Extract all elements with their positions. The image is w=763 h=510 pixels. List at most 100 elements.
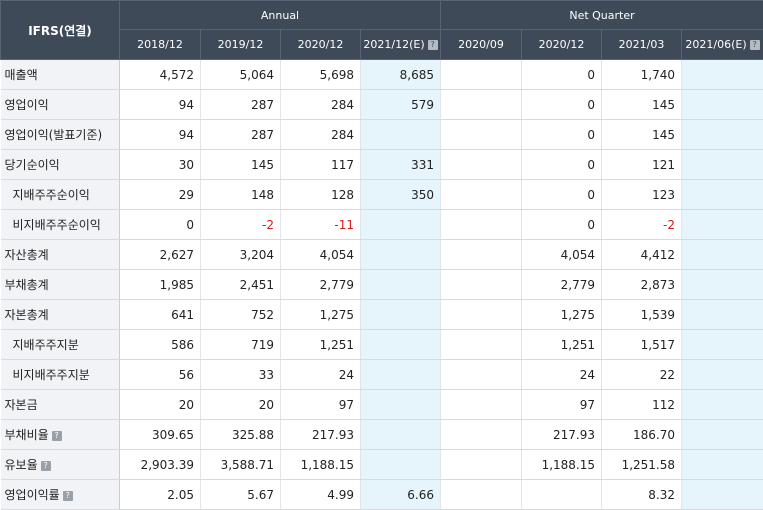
table-cell: 29 (120, 180, 201, 210)
table-cell: 121 (602, 150, 682, 180)
question-mark-icon[interactable]: ? (428, 40, 438, 50)
table-cell: 2,627 (120, 240, 201, 270)
question-mark-icon[interactable]: ? (52, 431, 62, 441)
table-cell (361, 210, 441, 240)
table-cell (682, 360, 763, 390)
column-header-2: 2020/12 (281, 30, 361, 60)
column-header-3: 2021/12(E)? (361, 30, 441, 60)
table-cell: 325.88 (201, 420, 281, 450)
table-cell: 2,779 (281, 270, 361, 300)
table-cell: -11 (281, 210, 361, 240)
column-header-6: 2021/03 (602, 30, 682, 60)
question-mark-icon[interactable]: ? (750, 40, 760, 50)
table-cell: 350 (361, 180, 441, 210)
table-cell (441, 450, 522, 480)
table-cell: 5,698 (281, 60, 361, 90)
table-cell: 0 (120, 210, 201, 240)
column-header-label: 2020/09 (458, 38, 504, 51)
table-cell (682, 240, 763, 270)
table-cell: 117 (281, 150, 361, 180)
table-cell (682, 210, 763, 240)
row-label-text: 자본총계 (5, 308, 49, 322)
column-header-label: 2019/12 (218, 38, 264, 51)
table-cell: 0 (522, 60, 602, 90)
row-label-text: 유보율 (5, 458, 38, 472)
row-label: 영업이익률? (1, 480, 120, 510)
table-cell: 4,054 (281, 240, 361, 270)
table-cell (682, 60, 763, 90)
column-header-label: 2020/12 (539, 38, 585, 51)
table-cell (682, 90, 763, 120)
table-cell (441, 90, 522, 120)
table-cell (682, 450, 763, 480)
row-label-text: 영업이익률 (5, 488, 60, 502)
table-cell: 0 (522, 90, 602, 120)
table-cell (441, 360, 522, 390)
column-header-label: 2020/12 (298, 38, 344, 51)
row-label: 매출액 (1, 60, 120, 90)
table-cell (522, 480, 602, 510)
table-cell: 22 (602, 360, 682, 390)
table-cell (361, 300, 441, 330)
table-cell: 186.70 (602, 420, 682, 450)
table-cell: 287 (201, 90, 281, 120)
table-cell: 579 (361, 90, 441, 120)
table-cell (682, 330, 763, 360)
table-cell (441, 120, 522, 150)
table-cell (441, 150, 522, 180)
table-cell: 30 (120, 150, 201, 180)
table-cell: 1,517 (602, 330, 682, 360)
column-header-label: 2021/03 (619, 38, 665, 51)
question-mark-icon[interactable]: ? (41, 461, 51, 471)
quarter-header: Net Quarter (441, 1, 763, 30)
table-cell (361, 120, 441, 150)
table-cell (361, 240, 441, 270)
table-cell (682, 270, 763, 300)
table-cell: 8,685 (361, 60, 441, 90)
row-label: 자산총계 (1, 240, 120, 270)
row-label: 자본총계 (1, 300, 120, 330)
column-header-label: 2021/12(E) (363, 38, 424, 51)
table-cell: 97 (281, 390, 361, 420)
table-cell: 1,251 (522, 330, 602, 360)
table-cell: 217.93 (281, 420, 361, 450)
row-label: 비지배주주순이익 (1, 210, 120, 240)
table-cell: 5,064 (201, 60, 281, 90)
row-label: 지배주주지분 (1, 330, 120, 360)
row-label-text: 지배주주지분 (13, 338, 79, 352)
table-cell: 6.66 (361, 480, 441, 510)
column-header-1: 2019/12 (201, 30, 281, 60)
question-mark-icon[interactable]: ? (63, 491, 73, 501)
table-cell (361, 330, 441, 360)
table-cell: 217.93 (522, 420, 602, 450)
table-cell: 3,588.71 (201, 450, 281, 480)
table-cell: 3,204 (201, 240, 281, 270)
table-cell (682, 480, 763, 510)
table-cell (441, 240, 522, 270)
row-label: 지배주주순이익 (1, 180, 120, 210)
table-cell (682, 300, 763, 330)
table-cell: 719 (201, 330, 281, 360)
row-label-text: 당기순이익 (5, 158, 60, 172)
table-cell: 1,985 (120, 270, 201, 300)
table-cell (441, 420, 522, 450)
table-cell (441, 210, 522, 240)
row-label-text: 자본금 (5, 398, 38, 412)
table-cell: 1,740 (602, 60, 682, 90)
table-cell: 1,251 (281, 330, 361, 360)
table-cell: 145 (602, 90, 682, 120)
table-cell: 128 (281, 180, 361, 210)
row-label: 당기순이익 (1, 150, 120, 180)
table-cell: 1,275 (281, 300, 361, 330)
table-cell: 4.99 (281, 480, 361, 510)
column-header-0: 2018/12 (120, 30, 201, 60)
table-cell: 56 (120, 360, 201, 390)
